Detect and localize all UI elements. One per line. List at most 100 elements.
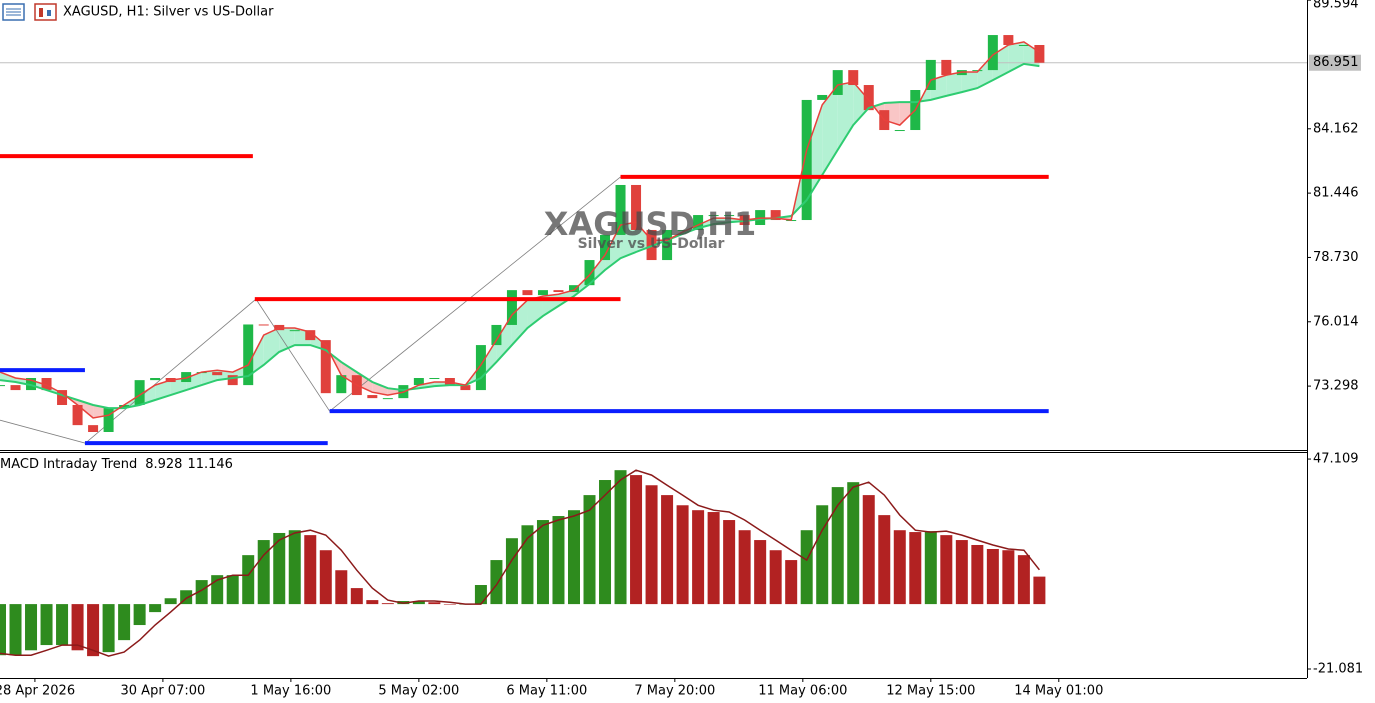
candle	[987, 35, 998, 71]
y-tick-label: 76.014	[1313, 314, 1359, 329]
candle	[320, 340, 331, 394]
ma-fill	[263, 328, 280, 365]
histogram-bar	[707, 512, 720, 605]
histogram-bar	[133, 604, 146, 626]
candle	[0, 385, 5, 387]
histogram-bar	[40, 604, 53, 646]
x-tick-label: 6 May 11:00	[506, 684, 587, 699]
y-tick-label: 78.730	[1313, 250, 1359, 265]
histogram-bar	[862, 495, 875, 605]
candle	[522, 290, 533, 296]
candle	[413, 378, 424, 386]
candle	[972, 70, 983, 72]
candle	[615, 184, 626, 235]
histogram-bar	[381, 603, 394, 605]
candle	[925, 59, 936, 90]
candle	[506, 290, 517, 325]
candle	[537, 290, 548, 296]
ma-fill	[527, 296, 543, 329]
candle	[553, 290, 564, 293]
ma-fill-layer	[0, 41, 1040, 419]
histogram-bar	[955, 540, 968, 605]
candle	[212, 372, 223, 376]
candle	[568, 285, 579, 293]
candle	[584, 260, 595, 286]
candle	[10, 385, 21, 391]
x-tick-label: 1 May 16:00	[250, 684, 331, 699]
candle	[832, 70, 843, 95]
histogram-bar	[9, 604, 22, 656]
x-tick-label: 5 May 02:00	[378, 684, 459, 699]
indicator-value: 11.146	[187, 457, 233, 472]
histogram-bar	[769, 550, 782, 605]
ma-fill	[961, 72, 978, 93]
watermark-symbol: XAGUSD,H1	[544, 205, 757, 243]
price-layer	[0, 35, 1307, 446]
indicator-label: MACD Intraday Trend 8.928 11.146	[0, 457, 233, 472]
ma-fill	[853, 81, 869, 126]
histogram-bar	[226, 575, 239, 605]
candle	[429, 378, 440, 379]
histogram-bar	[56, 604, 69, 646]
candle	[88, 425, 99, 432]
histogram-bar	[800, 530, 813, 605]
ma-fill	[496, 315, 512, 363]
indicator-name: MACD Intraday Trend	[0, 457, 137, 472]
chart-icon[interactable]	[34, 3, 57, 21]
candle	[258, 324, 269, 326]
y-tick-label: 84.162	[1313, 121, 1359, 136]
histogram-bar	[350, 588, 363, 605]
y-tick-label: 89.594	[1313, 0, 1359, 12]
histogram-bar	[242, 555, 255, 605]
candle	[382, 398, 393, 400]
histogram-bar	[87, 604, 100, 657]
histogram-bar	[288, 530, 301, 605]
chart-title: XAGUSD, H1: Silver vs US-Dollar	[63, 5, 274, 20]
ma-fill	[822, 85, 838, 176]
histogram-bar	[986, 548, 999, 605]
y-tick-label: 81.446	[1313, 186, 1359, 201]
histogram-bar	[71, 604, 84, 651]
candle	[57, 390, 68, 405]
candle	[305, 330, 316, 341]
candle	[491, 324, 502, 346]
candle	[631, 184, 642, 230]
candle	[150, 378, 161, 381]
ma-fill	[1008, 41, 1024, 72]
candle	[600, 234, 611, 261]
candle	[134, 380, 145, 405]
candle	[662, 229, 673, 261]
candle	[770, 210, 781, 221]
histogram-bar	[102, 604, 115, 653]
macd-layer	[0, 469, 1046, 657]
histogram-bar	[412, 601, 425, 605]
histogram-bar	[195, 580, 208, 605]
candle	[243, 324, 254, 386]
candle	[848, 70, 859, 86]
histogram-bar	[0, 604, 6, 656]
histogram-bar	[831, 487, 844, 605]
histogram-bar	[521, 525, 534, 605]
candle	[460, 385, 471, 391]
candle	[708, 215, 719, 217]
histogram-bar	[428, 602, 441, 605]
candle	[1034, 45, 1045, 63]
x-tick-label: 12 May 15:00	[886, 684, 975, 699]
histogram-bar	[164, 598, 177, 605]
histogram-bar	[583, 495, 596, 605]
histogram-bar	[335, 570, 348, 605]
y-tick-label: 47.109	[1313, 452, 1359, 467]
menu-icon[interactable]	[2, 3, 25, 21]
ma-fast-line	[0, 41, 1040, 419]
candle	[801, 99, 812, 221]
histogram-bar	[552, 516, 565, 605]
candle	[677, 229, 688, 231]
histogram-bar	[599, 480, 612, 605]
histogram-bar	[273, 532, 286, 605]
price-label: 86.951	[1313, 55, 1359, 70]
candle	[1018, 45, 1029, 46]
histogram-bar	[490, 560, 503, 605]
watermark-description: Silver vs US-Dollar	[578, 236, 725, 252]
